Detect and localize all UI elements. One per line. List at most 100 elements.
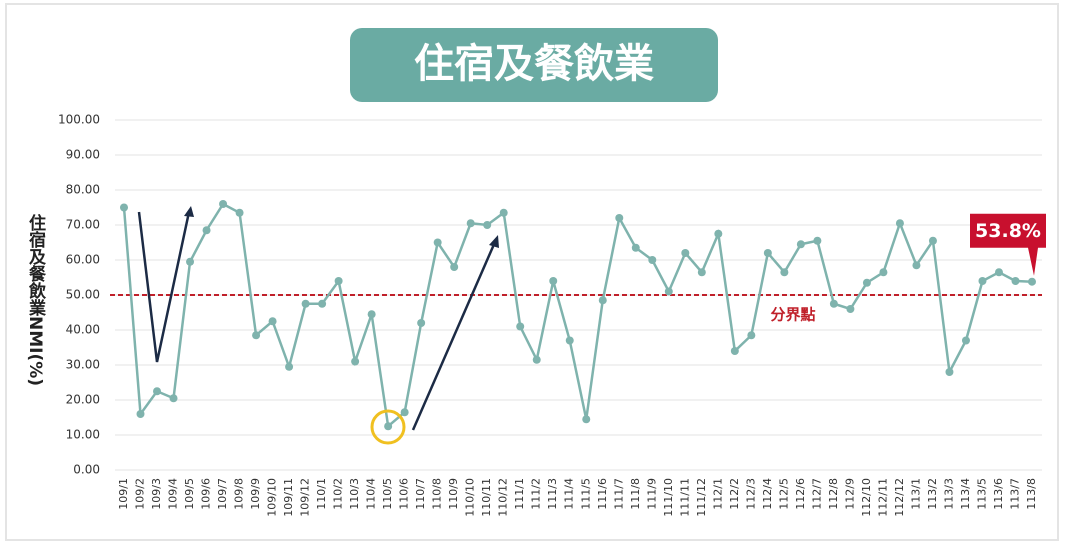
y-axis-title: 住宿及餐飲業NMI(%) — [25, 213, 47, 386]
data-point — [318, 299, 327, 308]
data-point — [730, 347, 739, 355]
arrow-head — [184, 206, 194, 217]
x-tick-label: 110/9 — [447, 478, 460, 510]
data-point — [714, 229, 723, 238]
data-point — [928, 236, 937, 245]
x-tick-label: 109/5 — [183, 478, 196, 510]
x-tick-label: 113/4 — [959, 478, 972, 510]
data-point — [681, 249, 690, 257]
data-point — [664, 287, 673, 296]
data-point — [763, 249, 772, 257]
data-point — [367, 310, 376, 319]
x-tick-label: 109/3 — [150, 478, 163, 510]
y-tick-label: 10.00 — [66, 428, 100, 442]
x-tick-label: 112/3 — [744, 478, 757, 510]
data-point — [400, 408, 409, 417]
data-point — [499, 208, 508, 217]
x-tick-label: 110/1 — [315, 478, 328, 510]
x-tick-label: 112/1 — [711, 478, 724, 510]
arrow-head — [489, 235, 499, 248]
x-tick-label: 111/5 — [579, 478, 592, 510]
x-tick-label: 109/7 — [216, 478, 229, 510]
y-tick-label: 60.00 — [66, 253, 100, 267]
x-tick-label: 111/11 — [678, 478, 691, 517]
x-tick-label: 109/4 — [167, 478, 180, 510]
data-point — [945, 368, 954, 376]
x-tick-label: 111/2 — [530, 478, 543, 510]
data-point — [219, 200, 228, 208]
x-tick-label: 111/3 — [546, 478, 559, 510]
data-point — [648, 256, 657, 264]
x-tick-label: 109/10 — [266, 478, 279, 517]
x-tick-label: 112/8 — [827, 478, 840, 510]
data-point — [169, 394, 178, 403]
data-point — [912, 261, 921, 270]
data-point — [120, 203, 128, 212]
data-point — [895, 219, 904, 228]
data-point — [532, 355, 541, 364]
x-tick-label: 113/2 — [926, 478, 939, 510]
data-point — [582, 415, 591, 424]
data-point — [202, 226, 211, 235]
arrow — [137, 211, 191, 363]
data-point — [1028, 277, 1036, 286]
x-tick-label: 110/3 — [348, 478, 361, 510]
decorations — [137, 206, 499, 445]
y-tick-label: 30.00 — [66, 358, 100, 372]
data-point — [384, 422, 393, 431]
data-point — [351, 357, 360, 366]
x-tick-label: 110/4 — [365, 478, 378, 510]
data-point — [813, 236, 822, 245]
data-point — [334, 277, 343, 285]
x-tick-label: 112/9 — [843, 478, 856, 510]
data-point — [978, 277, 987, 285]
x-tick-label: 109/1 — [117, 478, 130, 510]
data-point — [516, 322, 525, 331]
data-point — [252, 331, 261, 340]
x-tick-label: 110/11 — [480, 478, 493, 517]
data-point — [450, 263, 459, 271]
data-point — [796, 240, 805, 249]
x-tick-label: 112/5 — [777, 478, 790, 510]
x-tick-label: 111/8 — [629, 478, 642, 510]
x-tick-label: 112/2 — [728, 478, 741, 510]
data-point — [565, 336, 574, 345]
data-point — [598, 296, 607, 305]
data-point — [994, 268, 1003, 277]
data-point — [780, 268, 789, 277]
data-point — [747, 331, 756, 340]
y-tick-label: 70.00 — [66, 218, 100, 232]
data-point — [846, 305, 855, 313]
y-tick-label: 80.00 — [66, 183, 100, 197]
x-tick-label: 111/12 — [695, 478, 708, 517]
value-label: 53.8% — [975, 220, 1041, 242]
x-tick-label: 111/1 — [513, 478, 526, 510]
data-point — [235, 208, 244, 217]
x-tick-label: 113/1 — [909, 478, 922, 510]
x-tick-label: 109/12 — [299, 478, 312, 517]
data-point — [466, 219, 475, 228]
x-tick-label: 112/12 — [893, 478, 906, 517]
y-tick-label: 50.00 — [66, 288, 100, 302]
y-tick-label: 90.00 — [66, 148, 100, 162]
x-tick-label: 109/8 — [233, 478, 246, 510]
data-point — [301, 299, 310, 308]
chart-title: 住宿及餐飲業 — [414, 41, 654, 87]
y-tick-label: 100.00 — [58, 113, 100, 127]
data-point — [862, 278, 871, 287]
data-point — [186, 257, 195, 266]
x-tick-label: 109/9 — [249, 478, 262, 510]
data-point — [433, 238, 442, 247]
data-point — [483, 221, 492, 229]
threshold-label: 分界點 — [770, 306, 815, 324]
data-point — [417, 319, 426, 327]
x-tick-label: 112/11 — [876, 478, 889, 517]
data-point — [549, 277, 558, 285]
data-point — [829, 299, 838, 308]
x-tick-label: 111/4 — [563, 478, 576, 510]
x-tick-label: 111/6 — [596, 478, 609, 510]
x-tick-label: 111/7 — [612, 478, 625, 510]
data-point — [697, 268, 706, 277]
x-tick-label: 110/7 — [414, 478, 427, 510]
